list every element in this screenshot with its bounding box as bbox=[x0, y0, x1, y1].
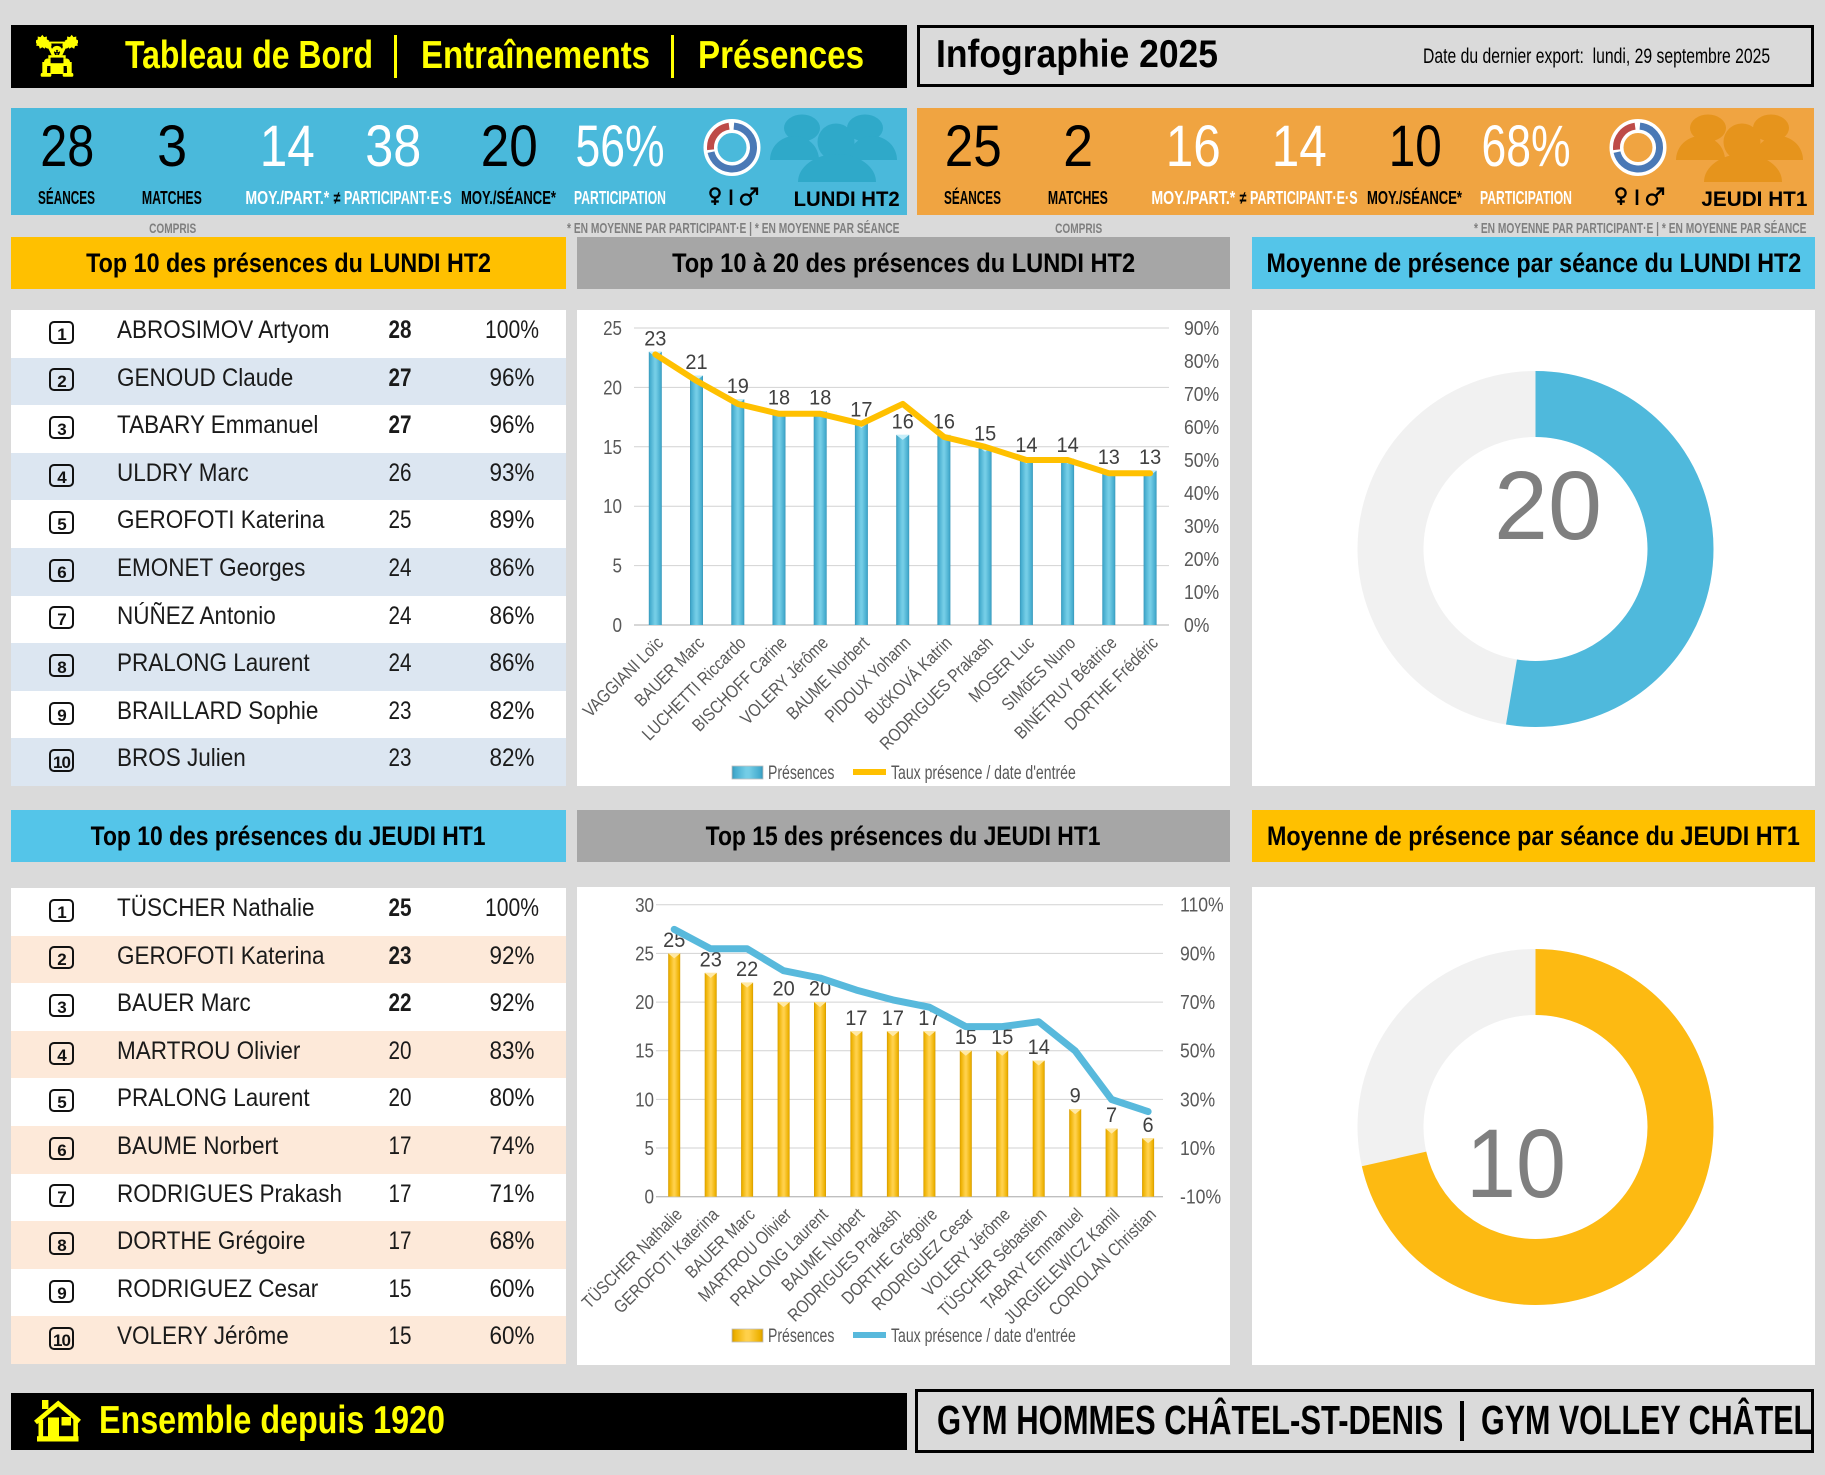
svg-text:90%: 90% bbox=[1180, 943, 1215, 965]
svg-text:50%: 50% bbox=[1184, 450, 1219, 472]
svg-text:19: 19 bbox=[727, 375, 749, 398]
svg-text:30%: 30% bbox=[1180, 1089, 1215, 1111]
svg-text:20: 20 bbox=[635, 992, 654, 1014]
svg-text:13: 13 bbox=[1098, 446, 1120, 469]
svg-text:80%: 80% bbox=[1184, 351, 1219, 373]
svg-text:15: 15 bbox=[635, 1041, 654, 1063]
svg-text:18: 18 bbox=[768, 387, 790, 410]
svg-text:30: 30 bbox=[635, 895, 654, 917]
svg-text:10%: 10% bbox=[1184, 582, 1219, 604]
svg-text:14: 14 bbox=[1028, 1036, 1051, 1059]
svg-text:20: 20 bbox=[1494, 451, 1602, 560]
svg-text:15: 15 bbox=[603, 437, 622, 459]
svg-text:20%: 20% bbox=[1184, 549, 1219, 571]
svg-text:20: 20 bbox=[603, 377, 622, 399]
svg-text:-10%: -10% bbox=[1180, 1187, 1221, 1209]
svg-text:10: 10 bbox=[1466, 1109, 1566, 1218]
svg-text:10: 10 bbox=[603, 496, 622, 518]
svg-text:15: 15 bbox=[955, 1026, 977, 1049]
svg-text:Présences: Présences bbox=[768, 1326, 834, 1347]
svg-text:40%: 40% bbox=[1184, 483, 1219, 505]
svg-text:Taux présence / date d'entrée: Taux présence / date d'entrée bbox=[891, 1326, 1076, 1347]
svg-text:9: 9 bbox=[1070, 1085, 1081, 1108]
svg-text:16: 16 bbox=[933, 410, 955, 433]
svg-text:0: 0 bbox=[645, 1187, 655, 1209]
svg-text:20: 20 bbox=[773, 978, 795, 1001]
svg-text:7: 7 bbox=[1106, 1104, 1117, 1127]
svg-text:15: 15 bbox=[991, 1026, 1013, 1049]
svg-text:10%: 10% bbox=[1180, 1138, 1215, 1160]
svg-text:30%: 30% bbox=[1184, 516, 1219, 538]
svg-text:5: 5 bbox=[613, 556, 623, 578]
svg-text:23: 23 bbox=[644, 327, 666, 350]
svg-text:15: 15 bbox=[974, 422, 996, 445]
svg-text:10: 10 bbox=[635, 1089, 654, 1111]
svg-text:70%: 70% bbox=[1180, 992, 1215, 1014]
svg-text:Taux présence / date d'entrée: Taux présence / date d'entrée bbox=[891, 763, 1076, 784]
svg-text:17: 17 bbox=[850, 399, 872, 422]
svg-text:21: 21 bbox=[685, 351, 707, 374]
svg-text:23: 23 bbox=[700, 948, 722, 971]
svg-text:0%: 0% bbox=[1184, 615, 1210, 637]
svg-text:70%: 70% bbox=[1184, 384, 1219, 406]
svg-text:22: 22 bbox=[736, 958, 758, 981]
svg-text:14: 14 bbox=[1057, 434, 1080, 457]
svg-text:5: 5 bbox=[645, 1138, 655, 1160]
svg-text:18: 18 bbox=[809, 387, 831, 410]
svg-text:14: 14 bbox=[1015, 434, 1038, 457]
svg-text:0: 0 bbox=[613, 615, 623, 637]
svg-text:50%: 50% bbox=[1180, 1041, 1215, 1063]
svg-text:110%: 110% bbox=[1180, 895, 1224, 917]
svg-text:Présences: Présences bbox=[768, 763, 834, 784]
svg-text:60%: 60% bbox=[1184, 417, 1219, 439]
svg-text:90%: 90% bbox=[1184, 318, 1219, 340]
svg-text:25: 25 bbox=[603, 318, 622, 340]
svg-text:16: 16 bbox=[892, 410, 914, 433]
svg-text:6: 6 bbox=[1143, 1114, 1154, 1137]
svg-text:13: 13 bbox=[1139, 446, 1161, 469]
svg-text:17: 17 bbox=[845, 1007, 867, 1030]
svg-text:17: 17 bbox=[882, 1007, 904, 1030]
svg-text:25: 25 bbox=[635, 943, 654, 965]
